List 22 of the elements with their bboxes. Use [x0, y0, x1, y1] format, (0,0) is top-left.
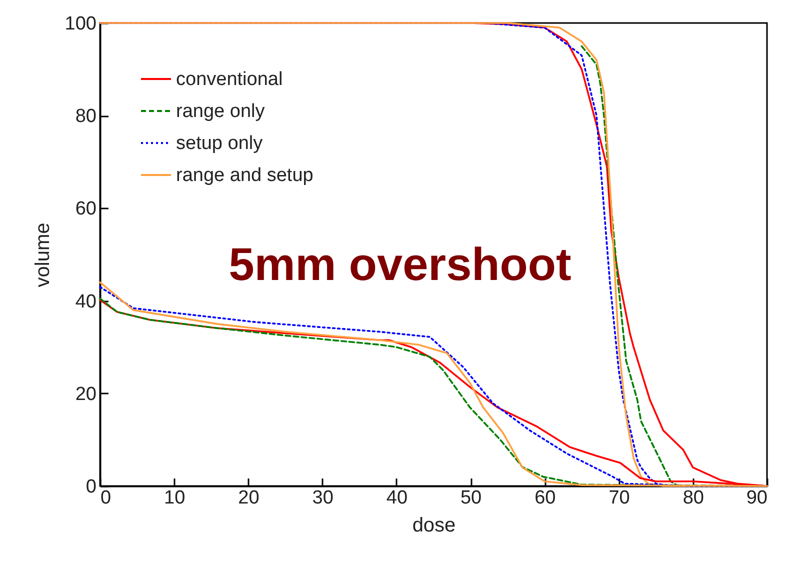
y-tick-label: 20	[75, 384, 96, 405]
x-tick-label: 10	[164, 488, 186, 508]
y-tick-label: 60	[75, 198, 96, 220]
y-tick-label: 100	[64, 14, 96, 34]
x-tick-label: 40	[386, 488, 408, 508]
legend-label: setup only	[176, 133, 264, 154]
x-tick-label: 90	[746, 488, 768, 508]
y-axis-title: volume	[32, 222, 54, 288]
y-tick-label: 80	[75, 106, 96, 128]
x-axis-title: dose	[412, 514, 456, 536]
x-tick-label: 0	[100, 488, 112, 508]
legend-label: conventional	[176, 69, 283, 90]
legend-label: range and setup	[176, 165, 314, 186]
x-tick-label: 50	[460, 488, 482, 508]
x-tick-label: 20	[238, 488, 260, 508]
y-tick-label: 40	[75, 291, 96, 312]
annotation: 5mm overshoot	[228, 238, 572, 290]
x-tick-label: 80	[682, 488, 704, 508]
x-tick-label: 30	[312, 488, 334, 508]
legend-label: range only	[176, 101, 266, 122]
x-tick-label: 60	[534, 488, 556, 508]
x-tick-label: 70	[608, 488, 630, 508]
